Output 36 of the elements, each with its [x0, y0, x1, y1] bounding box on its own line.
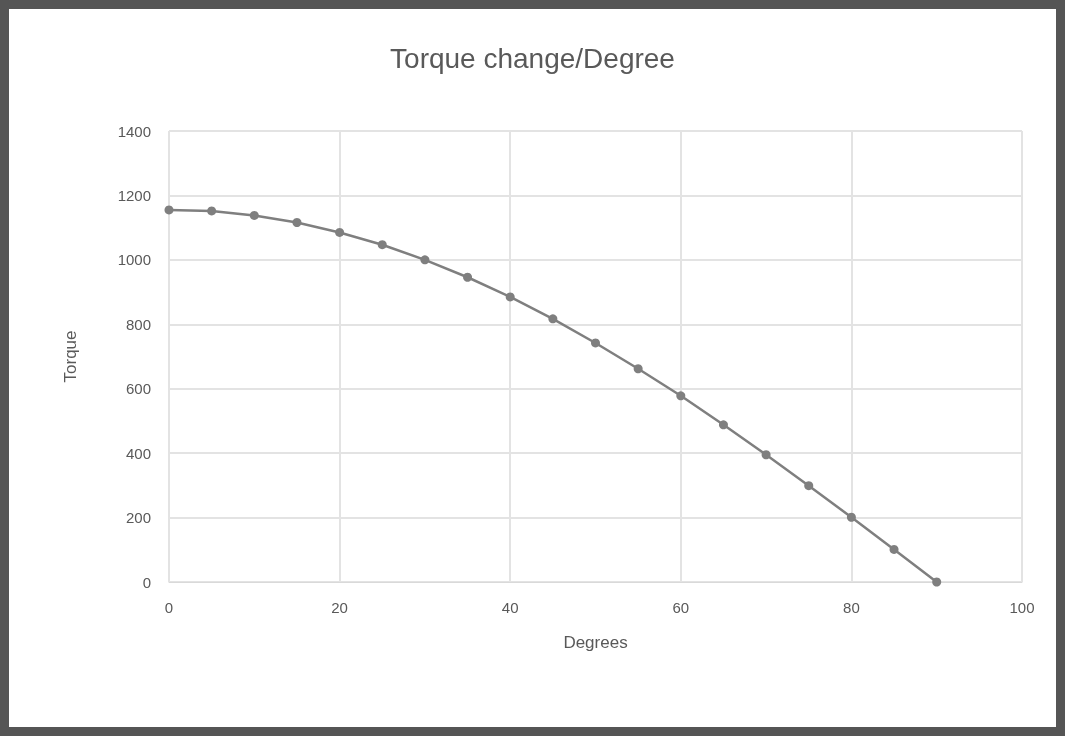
point — [548, 314, 558, 324]
x-tick-label: 100 — [1009, 599, 1035, 616]
x-tick-label: 40 — [501, 599, 519, 616]
point — [164, 205, 174, 215]
point — [292, 217, 302, 227]
y-tick-label: 1400 — [117, 122, 151, 140]
point — [889, 544, 899, 554]
y-tick-label: 600 — [125, 380, 151, 398]
point — [420, 255, 430, 265]
point — [207, 206, 217, 216]
point — [761, 450, 771, 460]
y-tick-label: 0 — [142, 573, 151, 591]
point — [932, 577, 942, 587]
point — [591, 338, 600, 348]
x-axis-title: Degrees — [563, 633, 628, 652]
point — [846, 512, 856, 522]
x-tick-label: 20 — [331, 599, 348, 616]
point — [463, 272, 473, 282]
y-tick-label: 800 — [125, 315, 151, 333]
point — [505, 292, 515, 302]
point — [335, 227, 345, 237]
y-tick-label: 400 — [125, 444, 151, 462]
y-tick-label: 200 — [125, 509, 151, 527]
point — [633, 364, 643, 374]
x-tick-label: 60 — [672, 599, 690, 616]
point — [718, 420, 728, 430]
point — [249, 210, 259, 220]
y-axis-title: Torque — [61, 330, 80, 383]
chart-title: Torque change/Degree — [390, 42, 675, 74]
point — [377, 240, 387, 250]
y-tick-label: 1000 — [117, 251, 151, 269]
point — [676, 391, 686, 401]
x-tick-label: 0 — [164, 599, 174, 616]
y-tick-label: 1200 — [117, 186, 151, 204]
x-tick-label: 80 — [843, 599, 860, 616]
point — [804, 481, 814, 491]
